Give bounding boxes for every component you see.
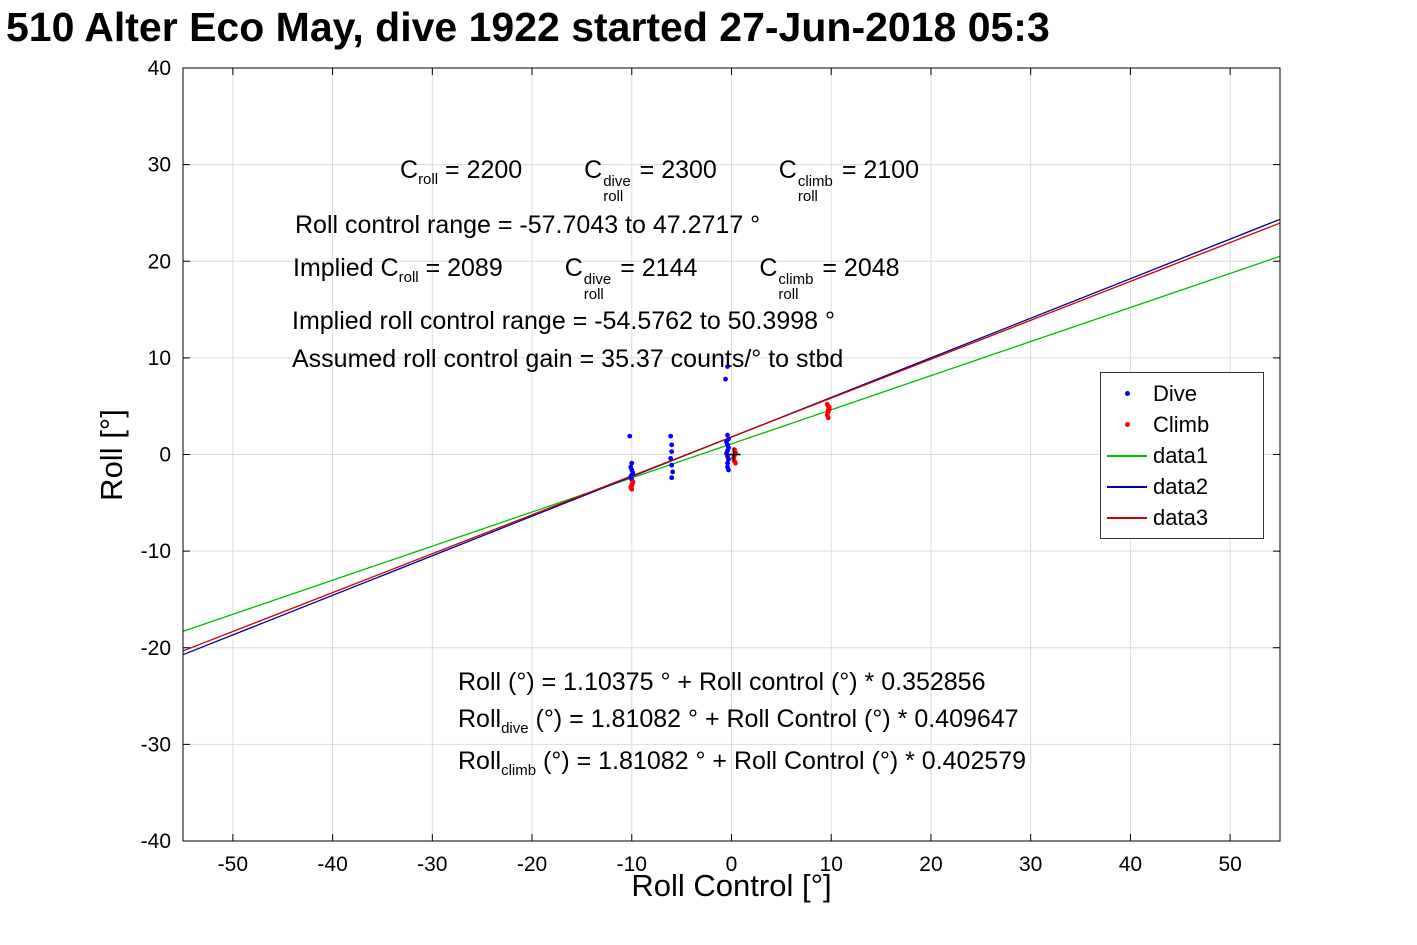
fit-line-data3 xyxy=(182,222,1281,652)
y-tick-label: 0 xyxy=(159,444,171,467)
dive-point xyxy=(725,460,730,466)
dive-point xyxy=(723,376,728,382)
x-tick-label: 30 xyxy=(1019,853,1042,876)
annotation-fit-all: Roll (°) = 1.10375 ° + Roll control (°) … xyxy=(458,668,986,696)
data3-line-icon xyxy=(1101,516,1153,519)
y-tick-label: 20 xyxy=(148,250,171,273)
dive-dot-icon xyxy=(1101,391,1153,396)
climb-point xyxy=(629,486,635,492)
x-tick-label: -50 xyxy=(218,853,248,876)
legend-label: data2 xyxy=(1153,473,1209,499)
dive-point xyxy=(669,462,675,468)
y-tick-label: -40 xyxy=(141,830,171,853)
legend-item-data1: data1 xyxy=(1101,440,1263,471)
dive-point xyxy=(627,433,633,439)
x-tick-label: 20 xyxy=(919,853,942,876)
y-tick-label: 10 xyxy=(148,347,171,370)
climb-dot-icon xyxy=(1101,422,1153,427)
annotation-gain: Assumed roll control gain = 35.37 counts… xyxy=(292,345,844,373)
climb-point xyxy=(825,407,831,413)
y-tick-label: -20 xyxy=(141,637,171,660)
coeff-croll: Croll = 2200 xyxy=(400,156,523,188)
dive-point xyxy=(725,364,730,369)
annotation-implied-range: Implied roll control range = -54.5762 to… xyxy=(292,307,835,335)
climb-point xyxy=(733,460,738,466)
legend-item-data3: data3 xyxy=(1101,502,1263,533)
dive-point xyxy=(668,433,674,439)
fit-line-data1 xyxy=(182,255,1281,632)
legend-label: data1 xyxy=(1153,442,1209,468)
dive-point xyxy=(726,467,731,473)
climb-point xyxy=(825,415,831,421)
dive-point xyxy=(725,432,730,438)
dive-point xyxy=(669,442,675,448)
x-tick-label: -10 xyxy=(617,853,647,876)
x-tick-label: 50 xyxy=(1218,853,1241,876)
legend-label: data3 xyxy=(1153,504,1209,530)
dive-point xyxy=(669,449,675,455)
legend-label: Climb xyxy=(1153,411,1210,437)
x-tick-label: -30 xyxy=(417,853,447,876)
legend-item-climb: Climb xyxy=(1101,409,1263,440)
figure-title: 510 Alter Eco May, dive 1922 started 27-… xyxy=(6,4,1050,50)
dive-point xyxy=(669,475,675,481)
dive-point xyxy=(726,456,731,462)
x-tick-label: -20 xyxy=(517,853,547,876)
legend-label: Dive xyxy=(1153,380,1198,406)
annotation-fit-climb: Rollclimb (°) = 1.81082 ° + Roll Control… xyxy=(458,747,1027,779)
dive-point xyxy=(629,460,635,466)
dive-point xyxy=(668,455,674,461)
y-tick-label: 30 xyxy=(148,154,171,177)
x-tick-label: 40 xyxy=(1119,853,1142,876)
y-tick-label: -10 xyxy=(141,540,171,563)
annotation-roll-control-range: Roll control range = -57.7043 to 47.2717… xyxy=(295,211,761,239)
legend: Dive Climb data1 data2 data3 xyxy=(1100,372,1264,539)
annotation-fit-dive: Rolldive (°) = 1.81082 ° + Roll Control … xyxy=(458,705,1019,737)
data2-line-icon xyxy=(1101,485,1153,488)
implied-croll: Implied Croll = 2089 xyxy=(293,254,503,286)
x-tick-label: 10 xyxy=(820,853,843,876)
x-tick-label: -40 xyxy=(317,853,347,876)
legend-item-data2: data2 xyxy=(1101,471,1263,502)
x-tick-label: 0 xyxy=(726,853,738,876)
x-axis-label: Roll Control [°] xyxy=(631,868,832,903)
data1-line-icon xyxy=(1101,454,1153,457)
dive-point xyxy=(670,469,676,475)
y-tick-label: -30 xyxy=(141,733,171,756)
y-axis-label: Roll [°] xyxy=(94,409,129,501)
y-tick-label: 40 xyxy=(148,57,171,80)
legend-item-dive: Dive xyxy=(1101,378,1263,409)
